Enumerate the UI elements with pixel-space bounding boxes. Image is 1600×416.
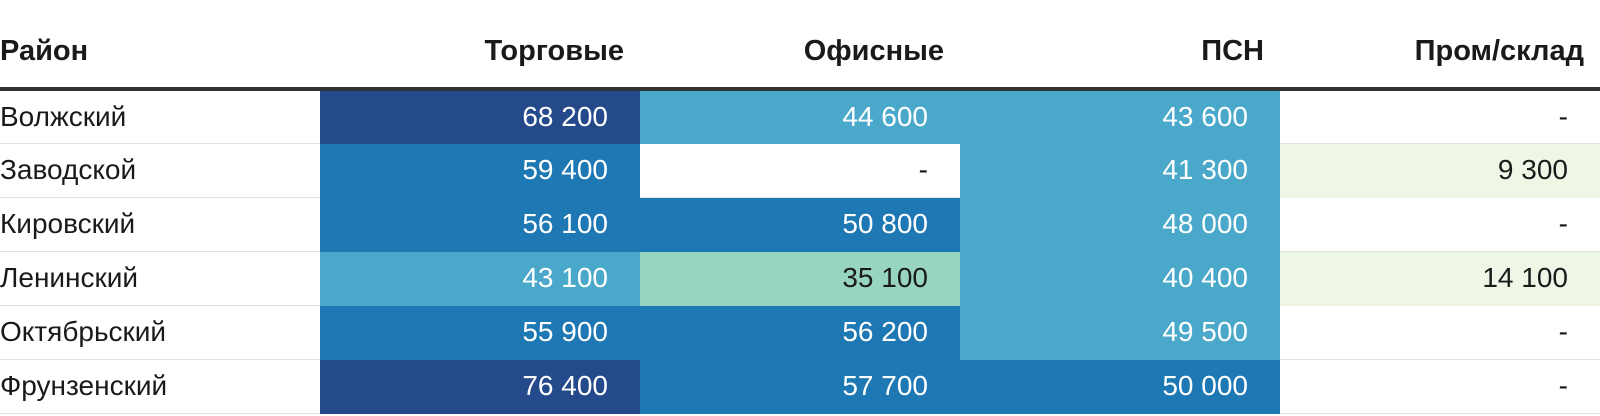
cell-psn: 48 000 [960, 197, 1280, 252]
cell-office: 50 800 [640, 197, 960, 252]
district-name: Кировский [0, 197, 320, 252]
column-header-psn: ПСН [960, 0, 1280, 91]
cell-industrial: - [1280, 305, 1600, 360]
cell-retail: 43 100 [320, 251, 640, 306]
district-name: Волжский [0, 89, 320, 144]
cell-industrial: - [1280, 89, 1600, 144]
column-header-office: Офисные [640, 0, 960, 91]
cell-retail: 56 100 [320, 197, 640, 252]
cell-industrial: - [1280, 359, 1600, 414]
cell-psn: 50 000 [960, 359, 1280, 414]
district-name: Фрунзенский [0, 359, 320, 414]
cell-office: 35 100 [640, 251, 960, 306]
column-header-district: Район [0, 0, 320, 91]
column-header-industrial: Пром/склад [1280, 0, 1600, 91]
cell-retail: 55 900 [320, 305, 640, 360]
cell-psn: 49 500 [960, 305, 1280, 360]
cell-retail: 76 400 [320, 359, 640, 414]
table-header: Район Торговые Офисные ПСН Пром/склад [0, 0, 1600, 91]
cell-retail: 59 400 [320, 143, 640, 198]
cell-industrial: 14 100 [1280, 251, 1600, 306]
cell-psn: 41 300 [960, 143, 1280, 198]
cell-office: - [640, 143, 960, 198]
district-name: Ленинский [0, 251, 320, 306]
district-name: Заводской [0, 143, 320, 198]
table-row: Фрунзенский 76 400 57 700 50 000- [0, 359, 1600, 414]
cell-psn: 43 600 [960, 89, 1280, 144]
table-row: Волжский 68 200 44 600 43 600- [0, 89, 1600, 144]
table-row: Ленинский 43 100 35 100 40 400 14 100 [0, 251, 1600, 306]
table-row: Кировский 56 100 50 800 48 000- [0, 197, 1600, 252]
column-header-retail: Торговые [320, 0, 640, 91]
cell-retail: 68 200 [320, 89, 640, 144]
cell-industrial: 9 300 [1280, 143, 1600, 198]
cell-industrial: - [1280, 197, 1600, 252]
table-row: Октябрьский 55 900 56 200 49 500- [0, 305, 1600, 360]
cell-office: 44 600 [640, 89, 960, 144]
table-body: Волжский 68 200 44 600 43 600- Заводской 59 4… [0, 89, 1600, 414]
table-row: Заводской 59 400-41 300 9 300 [0, 143, 1600, 198]
district-name: Октябрьский [0, 305, 320, 360]
cell-psn: 40 400 [960, 251, 1280, 306]
cell-office: 57 700 [640, 359, 960, 414]
cell-office: 56 200 [640, 305, 960, 360]
header-row: Район Торговые Офисные ПСН Пром/склад [0, 0, 1600, 91]
